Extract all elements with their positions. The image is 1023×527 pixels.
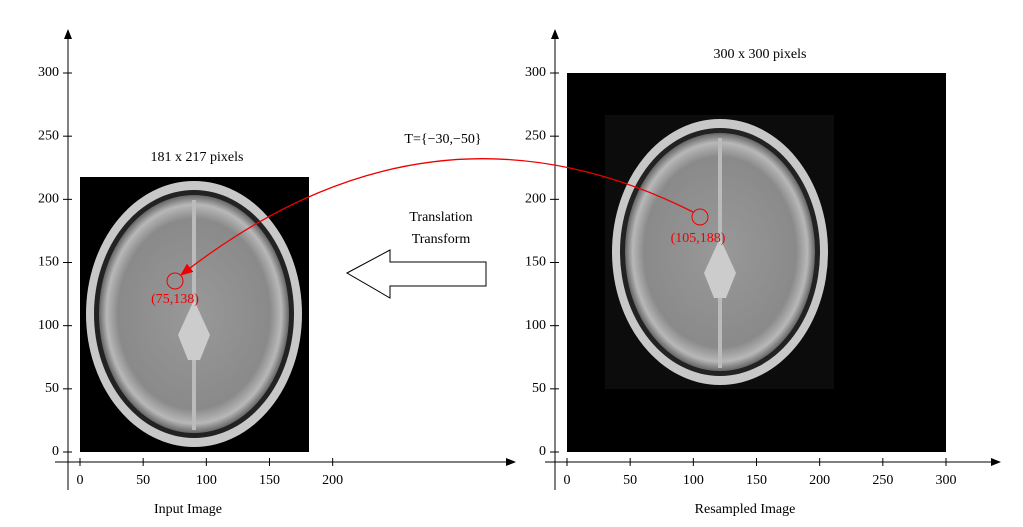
y-tick-label: 200	[38, 192, 59, 207]
transform-arrow	[345, 249, 487, 299]
y-tick-label: 200	[525, 192, 546, 207]
size-label: 300 x 300 pixels	[714, 47, 807, 62]
x-tick-label: 0	[77, 473, 84, 488]
point-marker	[166, 272, 184, 290]
x-tick-label: 50	[136, 473, 150, 488]
x-tick-label: 300	[935, 473, 956, 488]
size-label: 181 x 217 pixels	[151, 150, 244, 165]
y-tick-label: 250	[38, 128, 59, 143]
transform-parameters: T={−30,−50}	[404, 132, 481, 147]
y-tick-label: 250	[525, 128, 546, 143]
transform-label: Translation	[409, 210, 472, 225]
mapping-arrow	[179, 158, 694, 276]
caption: Input Image	[154, 502, 222, 517]
x-tick-label: 200	[322, 473, 343, 488]
y-tick-label: 100	[38, 318, 59, 333]
y-tick-label: 50	[532, 381, 546, 396]
brain-left	[86, 181, 302, 447]
point-marker	[691, 208, 709, 226]
x-tick-label: 0	[564, 473, 571, 488]
x-tick-label: 150	[746, 473, 767, 488]
y-tick-label: 150	[38, 255, 59, 270]
transform-label: Transform	[412, 232, 471, 247]
point-label: (75,138)	[151, 292, 199, 307]
y-tick-label: 300	[525, 65, 546, 80]
y-tick-label: 100	[525, 318, 546, 333]
point-label: (105,188)	[671, 231, 726, 246]
y-tick-label: 0	[52, 444, 59, 459]
y-tick-label: 50	[45, 381, 59, 396]
y-tick-label: 300	[38, 65, 59, 80]
y-tick-label: 150	[525, 255, 546, 270]
x-tick-label: 250	[872, 473, 893, 488]
x-tick-label: 150	[259, 473, 280, 488]
x-tick-label: 100	[196, 473, 217, 488]
x-tick-label: 200	[809, 473, 830, 488]
caption: Resampled Image	[695, 502, 796, 517]
brain-right	[612, 119, 828, 385]
x-tick-label: 50	[623, 473, 637, 488]
x-tick-label: 100	[683, 473, 704, 488]
y-tick-label: 0	[539, 444, 546, 459]
